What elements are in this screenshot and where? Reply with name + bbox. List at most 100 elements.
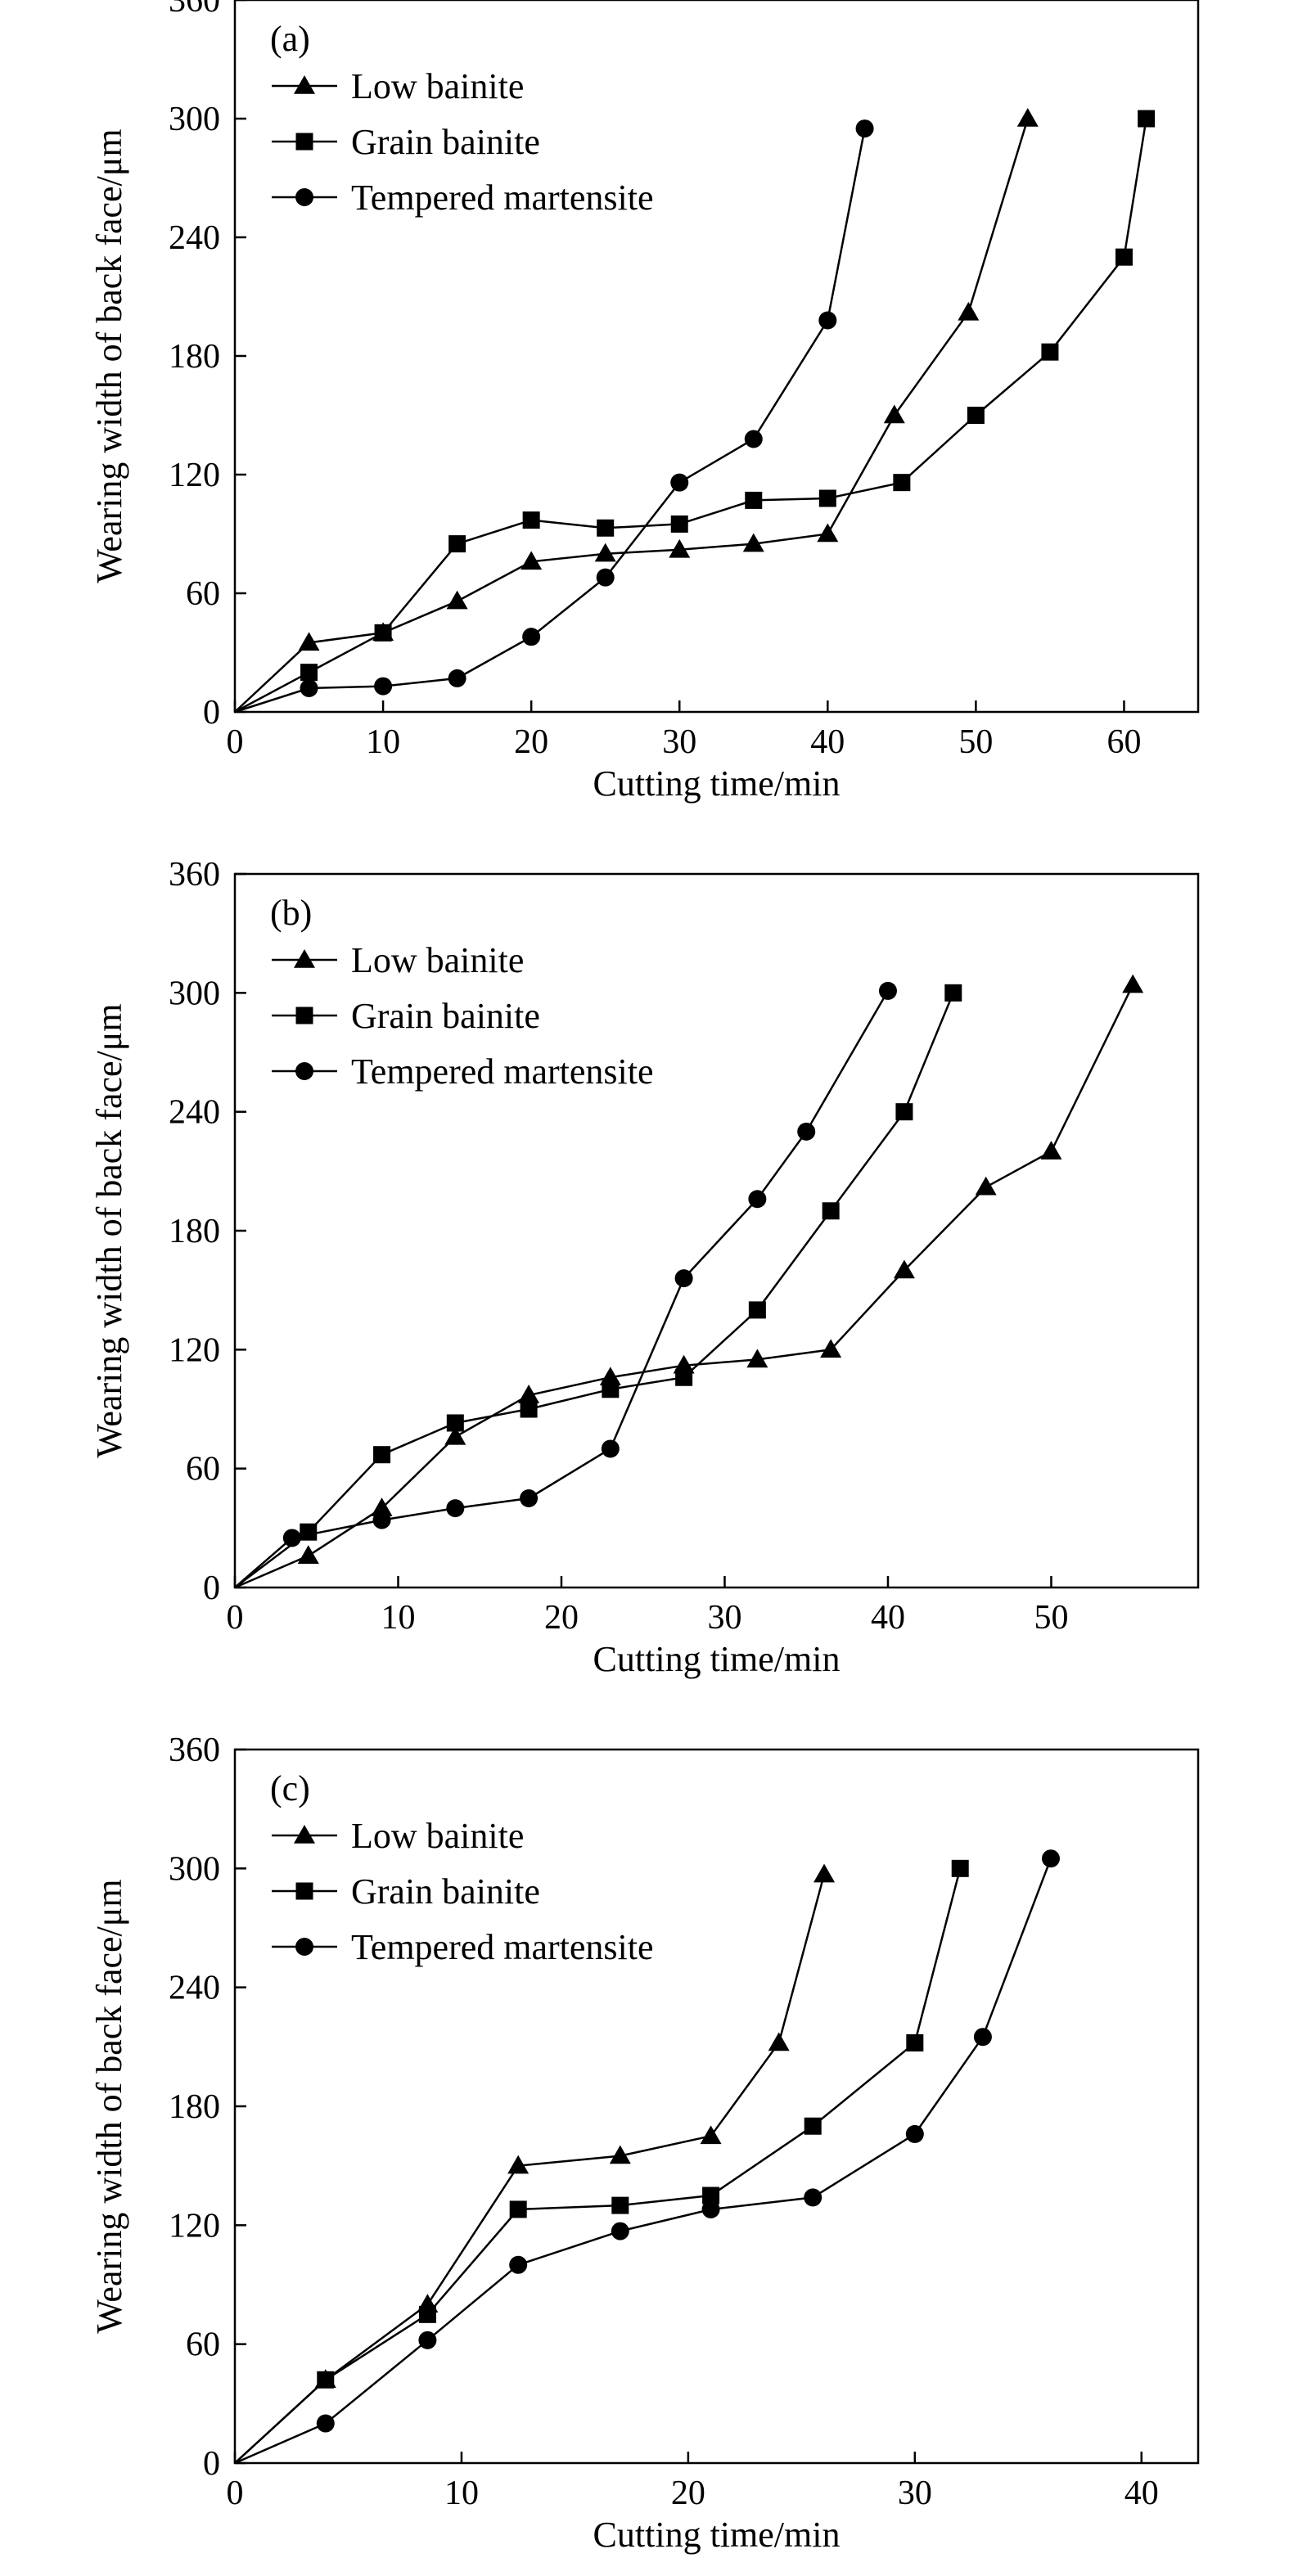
data-point-square — [317, 2371, 335, 2389]
y-tick-label: 120 — [169, 457, 220, 494]
data-point-circle — [973, 2028, 992, 2047]
data-point-square — [951, 1859, 969, 1877]
y-axis-label: Wearing width of back face/μm — [89, 1003, 129, 1457]
legend-item: Grain bainite — [272, 1871, 540, 1912]
y-tick-label: 240 — [169, 219, 220, 257]
legend-marker-triangle — [294, 75, 315, 94]
data-point-square — [509, 2200, 527, 2218]
data-point-triangle — [746, 1349, 768, 1368]
x-tick-label: 30 — [898, 2475, 932, 2512]
data-point-triangle — [297, 1545, 319, 1564]
data-point-triangle — [609, 2145, 631, 2164]
data-point-square — [300, 1523, 318, 1541]
y-tick-label: 180 — [169, 1213, 220, 1250]
x-tick-label: 30 — [707, 1599, 741, 1637]
y-tick-label: 0 — [203, 2445, 220, 2483]
y-tick-label: 60 — [186, 1451, 220, 1488]
legend-label: Grain bainite — [351, 996, 540, 1036]
data-point-triangle — [1016, 108, 1039, 127]
data-point-circle — [818, 311, 837, 330]
x-tick-label: 0 — [227, 723, 244, 761]
x-tick-label: 30 — [662, 723, 696, 761]
x-tick-label: 20 — [671, 2475, 705, 2512]
legend-item: Low bainite — [272, 940, 524, 980]
data-point-square — [520, 1400, 538, 1418]
data-point-triangle — [768, 2032, 790, 2051]
data-point-square — [1115, 248, 1133, 266]
x-tick-label: 40 — [871, 1599, 905, 1637]
data-point-triangle — [518, 1385, 540, 1403]
legend-marker-triangle — [294, 949, 315, 968]
legend-label: Grain bainite — [351, 1871, 540, 1912]
y-tick-label: 240 — [169, 1970, 220, 2007]
x-axis-label: Cutting time/min — [593, 1639, 841, 1679]
legend-marker-square — [295, 133, 313, 151]
legend-label: Low bainite — [351, 66, 524, 106]
data-point-triangle — [1122, 974, 1144, 993]
data-point-square — [895, 1103, 913, 1121]
legend-item: Grain bainite — [272, 996, 540, 1036]
legend-item: Grain bainite — [272, 122, 540, 162]
x-tick-label: 60 — [1106, 723, 1141, 761]
y-tick-label: 120 — [169, 1331, 220, 1369]
series-line — [234, 990, 890, 1588]
data-point-triangle — [446, 590, 468, 610]
legend-item: Tempered martensite — [272, 178, 654, 218]
data-point-triangle — [594, 543, 616, 562]
series-line — [234, 118, 1029, 713]
data-point-circle — [601, 1439, 620, 1458]
legend-marker-square — [295, 1882, 313, 1900]
legend-label: Tempered martensite — [351, 178, 654, 218]
data-point-square — [1041, 343, 1059, 361]
x-tick-label: 50 — [958, 723, 993, 761]
data-point-circle — [418, 2331, 437, 2349]
series-circle — [234, 119, 874, 714]
data-point-square — [611, 2196, 629, 2214]
data-point-circle — [748, 1190, 767, 1209]
data-point-circle — [520, 1489, 539, 1507]
series-line — [234, 1858, 1052, 2465]
data-point-circle — [1041, 1849, 1060, 1868]
legend-item: Low bainite — [272, 66, 524, 106]
data-point-square — [446, 1414, 464, 1432]
x-tick-label: 0 — [227, 2475, 244, 2512]
data-point-square — [748, 1301, 766, 1319]
data-point-circle — [446, 1499, 465, 1518]
data-point-square — [675, 1368, 693, 1386]
y-tick-label: 360 — [169, 1732, 220, 1769]
data-point-triangle — [817, 523, 839, 543]
chart-panel: 0 10 20 30 40 50 60 0 60 120 180 240 300 360 Cutting t… — [89, 0, 1200, 804]
y-tick-label: 60 — [186, 2326, 220, 2364]
data-point-circle — [300, 679, 318, 697]
data-point-square — [944, 984, 962, 1002]
legend-item: Low bainite — [272, 1816, 524, 1856]
data-point-triangle — [742, 533, 764, 552]
data-point-circle — [701, 2200, 720, 2218]
data-point-triangle — [1040, 1141, 1062, 1160]
data-point-square — [702, 2186, 720, 2204]
data-point-triangle — [371, 1497, 393, 1516]
x-tick-label: 10 — [444, 2475, 479, 2512]
data-point-triangle — [444, 1425, 466, 1445]
series-line — [234, 128, 866, 714]
series-circle — [234, 981, 897, 1588]
data-point-triangle — [669, 538, 691, 558]
data-point-triangle — [883, 404, 905, 424]
legend-item: Tempered martensite — [272, 1052, 654, 1092]
y-axis-label: Wearing width of back face/μm — [89, 128, 129, 583]
data-point-square — [818, 489, 836, 507]
chart-panel: 0 10 20 30 40 0 60 120 180 240 300 360 Cutting time/… — [89, 1732, 1200, 2555]
data-point-square — [906, 2033, 924, 2051]
data-point-circle — [797, 1122, 816, 1141]
data-point-square — [602, 1380, 620, 1398]
data-point-triangle — [507, 2155, 530, 2174]
data-point-square — [448, 535, 466, 553]
data-point-circle — [744, 430, 763, 448]
legend-marker-triangle — [294, 1825, 315, 1844]
series-square — [234, 110, 1156, 714]
x-tick-label: 10 — [381, 1599, 415, 1637]
legend-marker-square — [295, 1007, 313, 1025]
data-point-square — [418, 2305, 436, 2323]
x-tick-label: 10 — [366, 723, 400, 761]
